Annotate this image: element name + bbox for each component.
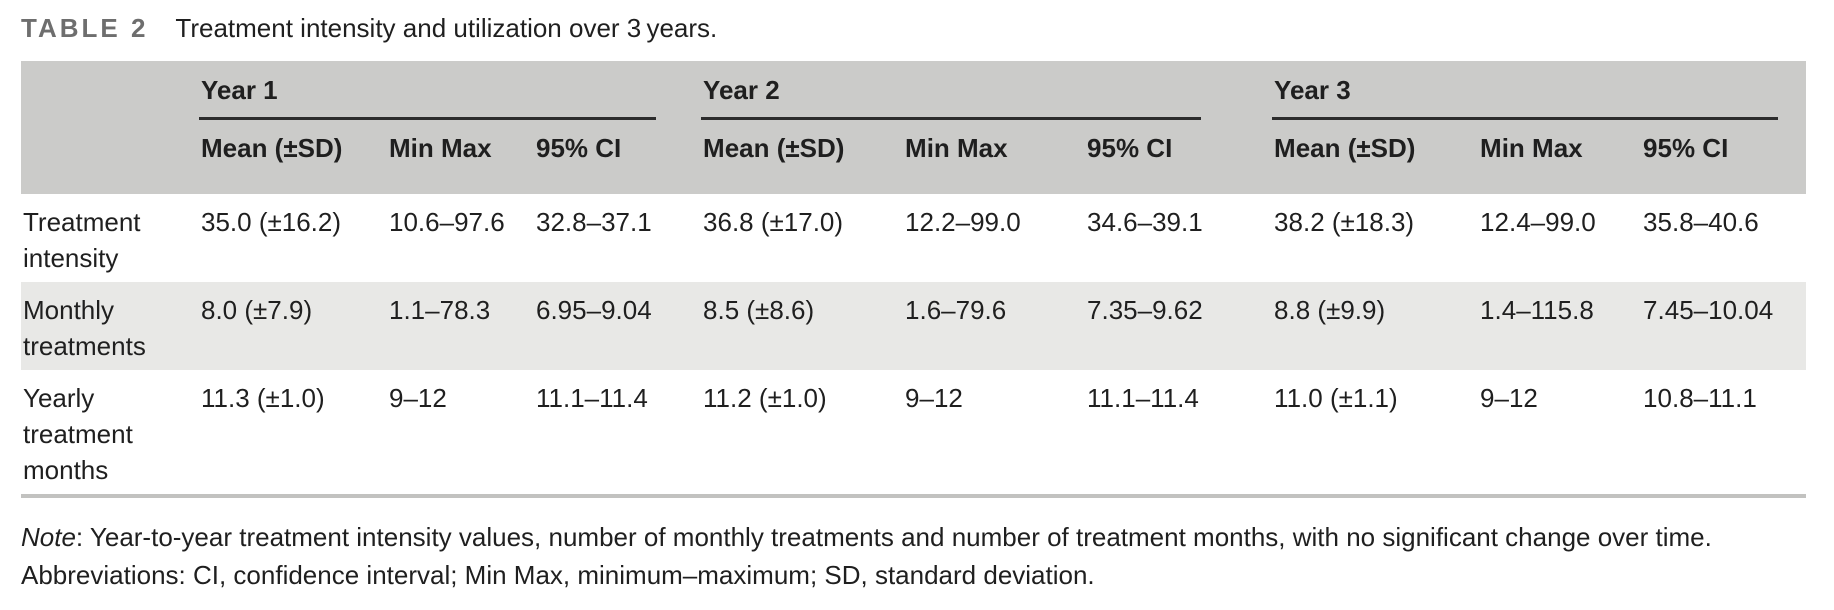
row-label: Treatment intensity bbox=[23, 207, 141, 273]
table-number-label: TABLE 2 bbox=[21, 13, 149, 43]
note-label: Note bbox=[21, 522, 76, 552]
article-table-figure: TABLE 2 Treatment intensity and utilizati… bbox=[21, 13, 1807, 590]
table-row-monthly-treatments: Monthly treatments 8.0 (±7.9) 1.1–78.3 6… bbox=[21, 282, 1806, 370]
data-cell: 34.6–39.1 bbox=[1087, 207, 1203, 237]
data-cell: 1.6–79.6 bbox=[905, 295, 1007, 325]
table-row-yearly-treatment-months: Yearly treatment months 11.3 (±1.0) 9–12… bbox=[21, 370, 1806, 496]
data-cell: 11.3 (±1.0) bbox=[201, 383, 325, 413]
row-label: Yearly treatment months bbox=[23, 383, 133, 485]
row-label: Monthly treatments bbox=[23, 295, 146, 361]
data-cell: 7.45–10.04 bbox=[1643, 295, 1774, 325]
data-cell: 38.2 (±18.3) bbox=[1274, 207, 1415, 237]
data-cell: 11.2 (±1.0) bbox=[703, 383, 827, 413]
col-header-y1-mean-sd: Mean (±SD) bbox=[199, 120, 387, 194]
corner-cell bbox=[21, 61, 199, 120]
data-cell: 9–12 bbox=[389, 383, 447, 413]
data-cell: 9–12 bbox=[1480, 383, 1538, 413]
year1-label: Year 1 bbox=[201, 75, 278, 105]
col-header-y3-mean-sd: Mean (±SD) bbox=[1272, 120, 1479, 194]
col-header-y2-95ci: 95% CI bbox=[1085, 120, 1273, 194]
year-group-year3: Year 3 bbox=[1272, 61, 1806, 120]
column-header-row: Mean (±SD) Min Max 95% CI Mean (±SD) Min… bbox=[21, 120, 1806, 194]
table-row-treatment-intensity: Treatment intensity 35.0 (±16.2) 10.6–97… bbox=[21, 194, 1806, 282]
data-cell: 1.4–115.8 bbox=[1480, 295, 1594, 325]
data-cell: 11.1–11.4 bbox=[536, 383, 648, 413]
year3-label: Year 3 bbox=[1274, 75, 1351, 105]
data-cell: 8.8 (±9.9) bbox=[1274, 295, 1386, 325]
data-cell: 12.2–99.0 bbox=[905, 207, 1021, 237]
data-cell: 32.8–37.1 bbox=[536, 207, 652, 237]
corner-cell bbox=[21, 120, 199, 194]
col-header-y2-mean-sd: Mean (±SD) bbox=[701, 120, 904, 194]
table-title-text: Treatment intensity and utilization over… bbox=[175, 13, 718, 43]
data-cell: 10.6–97.6 bbox=[389, 207, 505, 237]
col-header-y2-min-max: Min Max bbox=[903, 120, 1086, 194]
year-group-year1: Year 1 bbox=[199, 61, 702, 120]
data-cell: 35.8–40.6 bbox=[1643, 207, 1759, 237]
table-note: Note: Year-to-year treatment intensity v… bbox=[21, 518, 1807, 556]
data-cell: 1.1–78.3 bbox=[389, 295, 491, 325]
treatment-intensity-table: Year 1 Year 2 Year 3 Mean (±SD) Min Max … bbox=[21, 61, 1806, 498]
data-cell: 12.4–99.0 bbox=[1480, 207, 1596, 237]
data-cell: 11.1–11.4 bbox=[1087, 383, 1199, 413]
data-cell: 36.8 (±17.0) bbox=[703, 207, 844, 237]
data-cell: 8.5 (±8.6) bbox=[703, 295, 815, 325]
table-abbreviations: Abbreviations: CI, confidence interval; … bbox=[21, 560, 1095, 590]
data-cell: 6.95–9.04 bbox=[536, 295, 652, 325]
data-cell: 8.0 (±7.9) bbox=[201, 295, 313, 325]
data-cell: 10.8–11.1 bbox=[1643, 383, 1757, 413]
note-text: : Year-to-year treatment intensity value… bbox=[75, 522, 1712, 552]
col-header-y3-min-max: Min Max bbox=[1478, 120, 1642, 194]
col-header-y1-95ci: 95% CI bbox=[534, 120, 702, 194]
table-header: Year 1 Year 2 Year 3 Mean (±SD) Min Max … bbox=[21, 61, 1806, 194]
col-header-y1-min-max: Min Max bbox=[387, 120, 534, 194]
data-cell: 35.0 (±16.2) bbox=[201, 207, 342, 237]
year-header-row: Year 1 Year 2 Year 3 bbox=[21, 61, 1806, 120]
data-cell: 9–12 bbox=[905, 383, 963, 413]
year2-label: Year 2 bbox=[703, 75, 780, 105]
year-group-year2: Year 2 bbox=[701, 61, 1273, 120]
col-header-y3-95ci: 95% CI bbox=[1641, 120, 1806, 194]
table-caption: TABLE 2 Treatment intensity and utilizati… bbox=[21, 13, 1807, 44]
data-cell: 11.0 (±1.1) bbox=[1274, 383, 1398, 413]
data-cell: 7.35–9.62 bbox=[1087, 295, 1203, 325]
